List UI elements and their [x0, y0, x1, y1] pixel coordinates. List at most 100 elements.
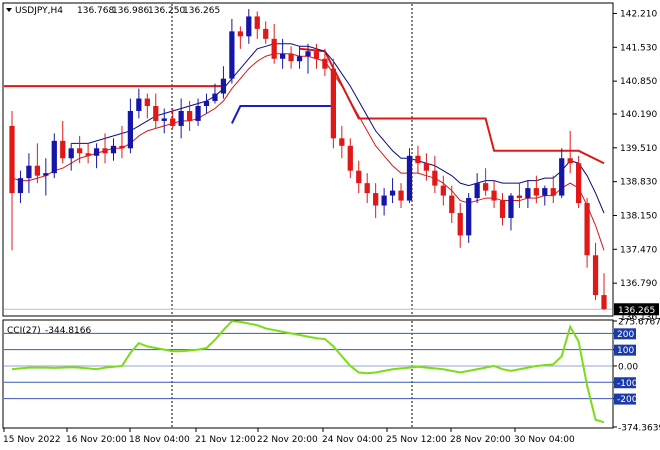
candle-body — [186, 110, 193, 121]
candle-body — [203, 101, 210, 107]
candle-body — [491, 190, 497, 201]
indicator-header: CCI(27) -344.8166 — [7, 326, 91, 336]
time-axis: 15 Nov 2022 16 Nov 20:00 18 Nov 04:00 21 No… — [3, 428, 575, 445]
candle-body — [381, 195, 387, 206]
indicator-level-label: 200 — [617, 330, 634, 340]
price-tick-label-partial: 136.130 — [620, 313, 657, 323]
current-price-badge — [614, 303, 659, 316]
candle-body — [153, 106, 159, 121]
time-tick-label: 25 Nov 12:00 — [386, 435, 447, 445]
time-tick-label: 30 Nov 04:00 — [514, 435, 575, 445]
ohlc-open: 136.768 — [77, 6, 114, 16]
indicator-level-label: 100 — [617, 346, 634, 356]
candle-body — [9, 125, 15, 194]
candle-body — [542, 188, 548, 196]
candlestick-series — [9, 8, 607, 311]
candle-body — [592, 255, 599, 296]
candle-body — [136, 98, 142, 111]
price-tick-label: 136.790 — [620, 279, 657, 289]
current-price-label: 136.265 — [618, 306, 655, 316]
cci-series — [4, 320, 612, 424]
candle-body — [195, 106, 201, 121]
indicator-level-label: -200 — [617, 395, 638, 405]
vertical-gridlines — [4, 4, 612, 427]
candle-body — [347, 145, 353, 171]
ohlc-close: 136.265 — [183, 6, 220, 16]
symbol-label: USDJPY,H4 — [15, 6, 63, 16]
price-axis: 142.210 141.530 140.850 140.190 139.510 138.8… — [613, 9, 659, 323]
price-tick-label: 138.830 — [620, 178, 657, 188]
candle-body — [474, 183, 480, 199]
candle-body — [423, 163, 430, 171]
candle-body — [170, 118, 176, 126]
ohlc-low: 136.250 — [148, 6, 185, 16]
support-level-line — [230, 105, 334, 124]
indicator-title: CCI(27) — [7, 326, 41, 336]
candle-body — [457, 212, 463, 236]
indicator-tick-label: 0.00 — [618, 362, 638, 372]
candle-body — [406, 155, 413, 201]
time-tick-label: 22 Nov 20:00 — [257, 435, 318, 445]
candle-body — [60, 140, 66, 159]
candle-body — [85, 153, 91, 156]
candle-body — [398, 190, 404, 201]
time-tick-label: 21 Nov 12:00 — [195, 435, 256, 445]
price-tick-label: 141.530 — [620, 43, 657, 53]
price-tick-label: 140.190 — [620, 110, 657, 120]
candle-body — [296, 56, 303, 62]
candle-body — [550, 188, 556, 196]
candle-body — [330, 68, 336, 139]
candle-body — [161, 118, 167, 121]
candle-body — [516, 195, 523, 199]
indicator-level-badge — [614, 377, 636, 389]
candle-body — [601, 295, 607, 310]
candle-body — [93, 148, 100, 156]
indicator-level-badge — [614, 328, 636, 340]
candle-body — [339, 138, 345, 146]
candle-body — [288, 53, 294, 62]
candle-body — [508, 195, 514, 218]
indicator-level-badge — [614, 344, 636, 356]
time-tick-label: 18 Nov 04:00 — [129, 435, 190, 445]
candle-body — [364, 183, 370, 194]
candle-body — [305, 51, 311, 57]
candle-body — [440, 185, 446, 196]
candle-body — [389, 190, 396, 196]
time-tick-label: 15 Nov 2022 — [3, 435, 61, 445]
ma-slow-line — [71, 43, 605, 214]
candle-body — [144, 98, 150, 107]
ohlc-high: 136.986 — [112, 6, 149, 16]
candle-body — [322, 58, 328, 69]
candle-body — [102, 148, 108, 154]
candle-body — [229, 31, 235, 79]
indicator-axis: 275.6767 200 100 0.00 -100 -200 -374.3639 — [613, 318, 660, 434]
price-tick-label: 142.210 — [620, 9, 657, 19]
candle-body — [178, 110, 184, 126]
dropdown-arrow-icon[interactable] — [6, 8, 12, 12]
candle-body — [280, 53, 286, 59]
cci-line — [11, 320, 605, 424]
candle-body — [68, 148, 74, 159]
symbol-header[interactable]: USDJPY,H4 136.768 136.986 136.250 136.26… — [6, 6, 220, 16]
price-tick-label: 139.510 — [620, 144, 657, 154]
candle-body — [432, 170, 438, 186]
indicator-tick-label: -374.3639 — [618, 424, 660, 434]
candle-body — [127, 110, 134, 149]
candle-body — [263, 28, 269, 39]
indicator-level-badge — [614, 393, 636, 405]
candle-body — [254, 16, 260, 29]
candle-body — [466, 198, 472, 236]
candle-body — [576, 163, 582, 204]
price-tick-label: 137.470 — [620, 245, 657, 255]
candle-body — [356, 170, 362, 184]
time-tick-label: 16 Nov 20:00 — [66, 435, 127, 445]
candle-body — [17, 178, 24, 194]
indicator-value: -344.8166 — [45, 326, 91, 336]
candle-body — [499, 200, 506, 218]
candle-body — [567, 158, 573, 164]
indicator-frame — [2, 319, 614, 429]
candle-body — [449, 195, 455, 213]
candle-body — [482, 183, 489, 191]
candle-body — [271, 38, 277, 59]
